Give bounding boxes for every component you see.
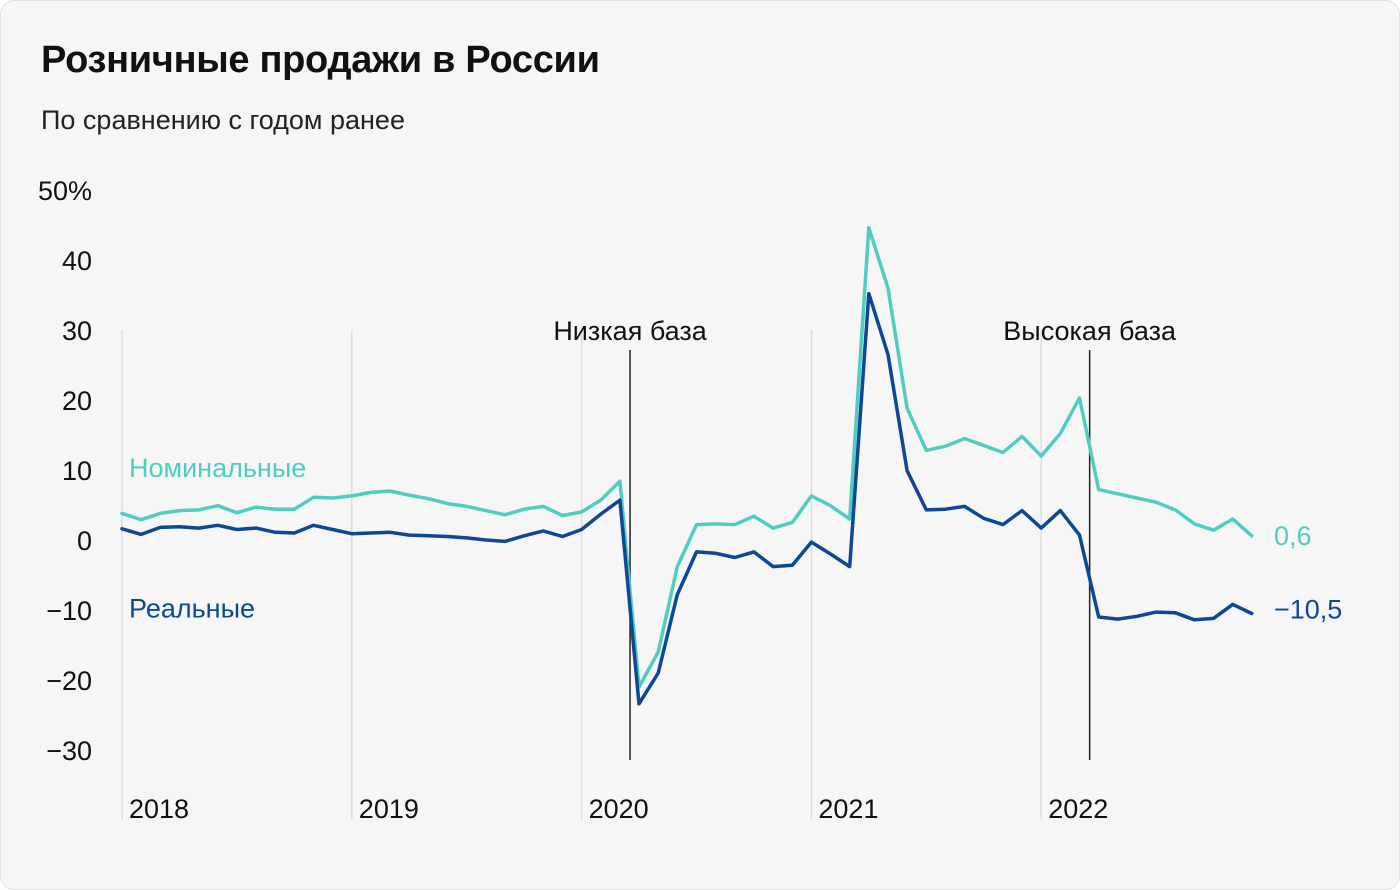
legend-label-nominal: Номинальные	[129, 453, 306, 483]
series-labels: Номинальные 0,6 Реальные −10,5	[129, 453, 1342, 625]
y-tick-label: 20	[62, 386, 92, 416]
legend-label-real: Реальные	[129, 594, 255, 624]
chart-title: Розничные продажи в России	[41, 39, 600, 81]
chart-subtitle: По сравнению с годом ранее	[41, 105, 405, 135]
series	[120, 226, 1254, 706]
gridlines	[121, 330, 1042, 820]
end-value-label-real: −10,5	[1274, 595, 1342, 625]
y-tick-label: 40	[62, 246, 92, 276]
x-tick-label: 2020	[589, 794, 649, 824]
y-tick-label: −30	[46, 736, 92, 766]
y-tick-label: 10	[62, 456, 92, 486]
annotation-label: Низкая база	[553, 316, 707, 346]
x-tick-label: 2018	[129, 794, 189, 824]
x-axis: 2018 2019 2020 2021 2022	[129, 794, 1108, 824]
y-tick-label: −10	[46, 596, 92, 626]
end-value-label-nominal: 0,6	[1274, 521, 1312, 551]
x-tick-label: 2021	[818, 794, 878, 824]
x-tick-label: 2019	[359, 794, 419, 824]
y-tick-label: −20	[46, 666, 92, 696]
series-line-real	[120, 291, 1254, 706]
x-tick-label: 2022	[1048, 794, 1108, 824]
y-axis: 50% 40 30 20 10 0 −10 −20 −30	[38, 176, 92, 766]
y-tick-label: 30	[62, 316, 92, 346]
annotation-label: Высокая база	[1003, 316, 1177, 346]
series-line-nominal	[120, 226, 1254, 689]
y-tick-label: 50%	[38, 176, 92, 206]
annotations: Низкая база Высокая база	[553, 316, 1177, 760]
y-tick-label: 0	[77, 526, 92, 556]
